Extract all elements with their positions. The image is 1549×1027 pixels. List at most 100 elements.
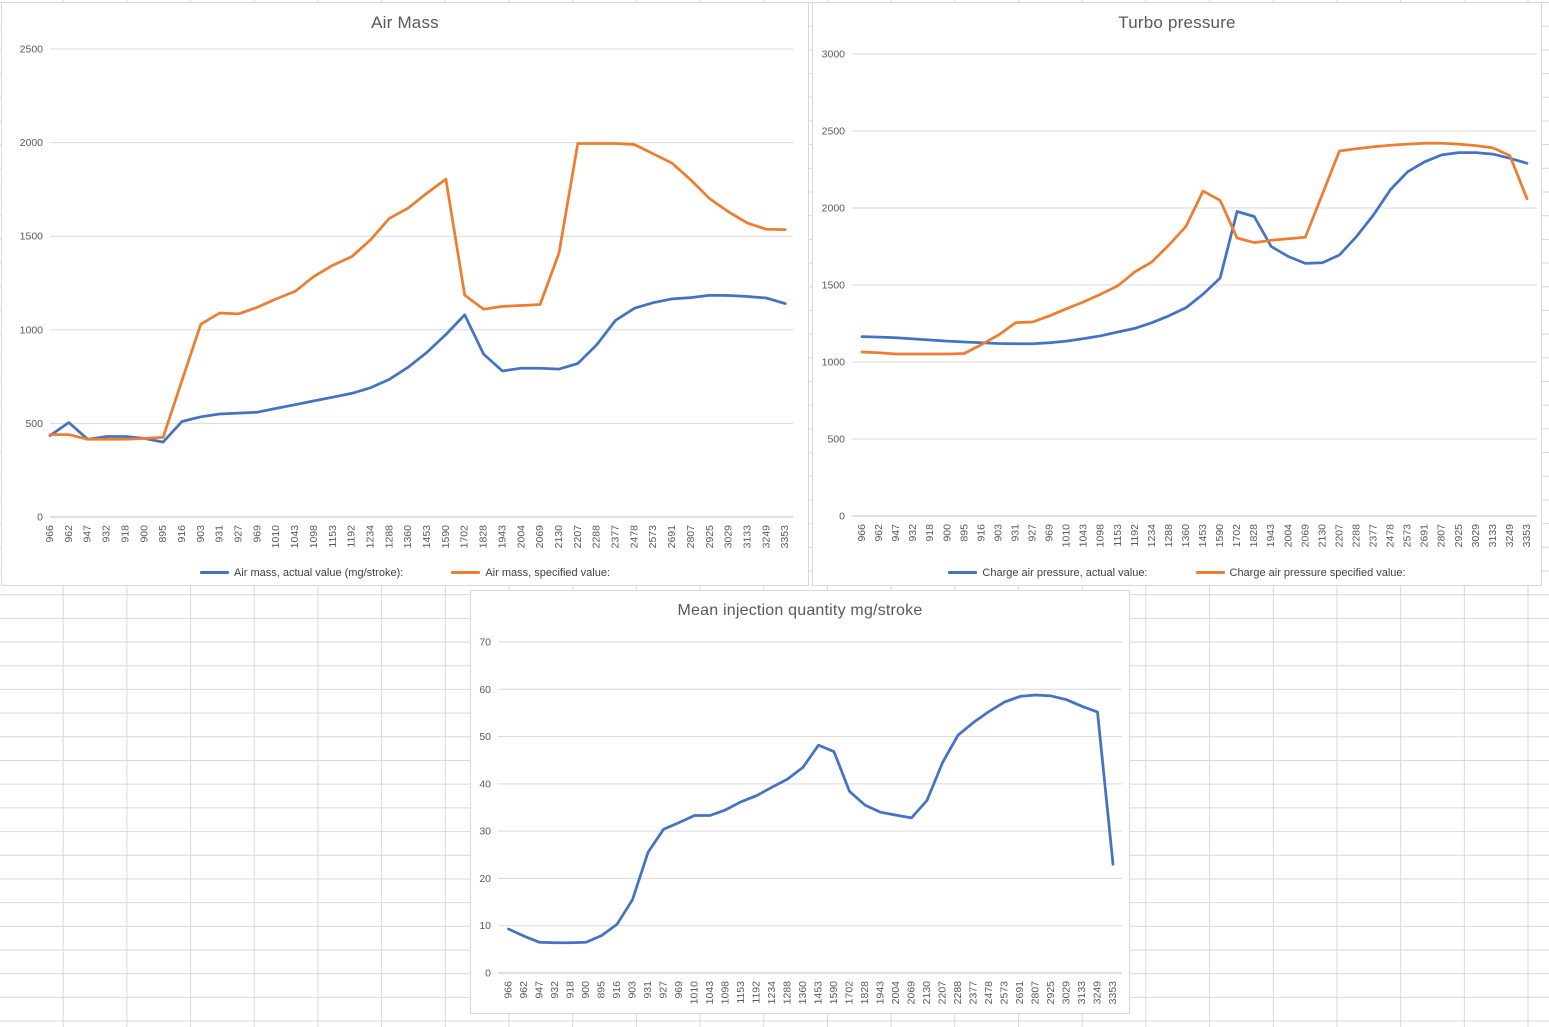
y-axis-label: 500 xyxy=(25,418,43,430)
x-axis-label: 3029 xyxy=(1470,524,1482,548)
x-axis-label: 2069 xyxy=(906,981,918,1005)
x-axis-label: 3029 xyxy=(723,525,735,549)
plot-area: 0 500 1000 1500 2000 2500 966 962 947 932 918 900 89… xyxy=(20,44,793,549)
x-axis-label: 1288 xyxy=(1163,524,1175,548)
legend-label: Charge air pressure specified value: xyxy=(1229,566,1406,579)
x-axis-label: 2130 xyxy=(921,981,933,1005)
x-axis-label: 2004 xyxy=(1282,524,1294,548)
y-axis-label: 1000 xyxy=(822,357,846,369)
x-axis-label: 903 xyxy=(195,525,207,543)
x-axis-label: 1702 xyxy=(844,981,856,1005)
x-axis-label: 947 xyxy=(890,524,902,542)
x-axis-label: 1234 xyxy=(364,525,376,549)
y-axis-label: 0 xyxy=(485,968,491,980)
x-axis-label: 2807 xyxy=(1030,981,1042,1005)
x-axis-label: 916 xyxy=(611,981,623,999)
legend-label: Air mass, specified value: xyxy=(485,566,611,579)
legend-item-specified[interactable]: Air mass, specified value: xyxy=(451,567,610,579)
series-line-specified[interactable] xyxy=(48,142,787,441)
y-axis-label: 0 xyxy=(839,511,845,523)
x-axis-label: 1590 xyxy=(1214,524,1226,548)
legend-item-actual[interactable]: Charge air pressure, actual value: xyxy=(948,567,1148,579)
x-axis-label: 2207 xyxy=(572,525,584,549)
x-axis-label: 3133 xyxy=(1487,524,1499,548)
x-axis-label: 1360 xyxy=(797,981,809,1005)
x-axis-label: 3029 xyxy=(1061,981,1073,1005)
x-axis-label: 2377 xyxy=(968,981,980,1005)
x-axis-label: 3249 xyxy=(1504,524,1516,548)
x-axis-label: 3249 xyxy=(1092,981,1104,1005)
legend-item-specified[interactable]: Charge air pressure specified value: xyxy=(1195,566,1406,579)
x-axis-label: 1360 xyxy=(1180,524,1192,548)
x-axis-label: 2573 xyxy=(999,981,1011,1005)
x-axis-label: 1192 xyxy=(346,525,358,548)
chart-title: Air Mass xyxy=(371,13,439,32)
x-axis-label: 3353 xyxy=(1521,524,1533,548)
x-axis-label: 931 xyxy=(214,525,226,543)
x-axis-label: 927 xyxy=(658,981,670,999)
legend-item-actual[interactable]: Air mass, actual value (mg/stroke): xyxy=(199,566,404,579)
x-axis-label: 947 xyxy=(82,525,94,543)
x-axis-label: 2691 xyxy=(1419,524,1431,548)
x-axis-label: 2004 xyxy=(890,981,902,1005)
x-axis-label: 1098 xyxy=(1095,524,1107,548)
x-axis-label: 947 xyxy=(534,981,546,999)
x-axis-label: 2130 xyxy=(553,525,565,549)
x-axis-label: 927 xyxy=(233,525,245,543)
y-axis-label: 1000 xyxy=(20,324,44,336)
x-axis-label: 895 xyxy=(596,981,608,999)
x-axis-label: 2478 xyxy=(628,525,640,549)
y-axis-label: 2500 xyxy=(822,126,846,138)
x-axis-label: 969 xyxy=(251,525,263,543)
x-axis-label: 918 xyxy=(119,525,131,543)
x-axis-label: 969 xyxy=(1044,524,1056,542)
x-axis-label: 1098 xyxy=(308,525,320,549)
series-line-specified[interactable] xyxy=(860,141,1529,356)
x-axis-label: 1043 xyxy=(704,981,716,1005)
x-axis-label: 2807 xyxy=(1436,524,1448,548)
chart-air-mass[interactable]: Air Mass Air mass, actual value (mg/stro… xyxy=(1,2,809,586)
series-line-actual[interactable] xyxy=(507,693,1115,945)
x-axis-label: 1360 xyxy=(402,525,414,549)
chart-injection-quantity[interactable]: Mean injection quantity mg/stroke 0 10 20 3… xyxy=(470,590,1130,1014)
legend-marker-orange-icon xyxy=(1195,571,1225,574)
x-axis-label: 2130 xyxy=(1316,524,1328,548)
x-axis-label: 3133 xyxy=(1076,981,1088,1005)
legend-marker-orange-icon xyxy=(451,571,481,574)
x-axis-label: 1010 xyxy=(270,525,282,549)
x-axis-label: 1043 xyxy=(1078,524,1090,548)
x-axis-label: 903 xyxy=(627,981,639,999)
legend-marker-blue-icon xyxy=(948,571,978,574)
series-line-actual[interactable] xyxy=(860,151,1529,346)
y-axis-label: 0 xyxy=(37,512,43,524)
x-axis-label: 2807 xyxy=(685,525,697,549)
legend: Air mass, actual value (mg/stroke): Air … xyxy=(2,565,808,580)
chart-turbo-pressure[interactable]: Turbo pressure Charge air pressure, actu… xyxy=(812,2,1542,586)
x-axis-label: 900 xyxy=(138,525,150,543)
x-axis-label: 1234 xyxy=(766,981,778,1005)
plot-area: 0 10 20 30 40 50 60 70 966 962 947 932 918 900 895 916 9… xyxy=(479,637,1122,1005)
x-axis-label: 3133 xyxy=(741,525,753,549)
x-axis-label: 1702 xyxy=(459,525,471,549)
plot-area: 0 500 1000 1500 2000 2500 3000 966 962 947 932 918 9… xyxy=(822,49,1537,548)
y-axis-label: 50 xyxy=(479,731,491,743)
x-axis-label: 1153 xyxy=(327,525,339,548)
x-axis-label: 1192 xyxy=(1129,524,1141,547)
legend-label: Air mass, actual value (mg/stroke): xyxy=(233,566,404,579)
x-axis-label: 962 xyxy=(63,525,75,543)
x-axis-label: 3353 xyxy=(1107,981,1119,1005)
y-axis-label: 3000 xyxy=(822,49,846,61)
legend: Charge air pressure, actual value: Charg… xyxy=(813,565,1541,580)
x-axis-label: 1153 xyxy=(735,981,747,1004)
series-line-actual[interactable] xyxy=(48,293,787,444)
x-axis-label: 1453 xyxy=(1197,524,1209,548)
chart-title: Turbo pressure xyxy=(1118,13,1236,32)
x-axis-label: 1943 xyxy=(1265,524,1277,548)
x-axis-label: 2925 xyxy=(1453,524,1465,548)
x-axis-label: 3353 xyxy=(779,525,791,549)
x-axis-label: 969 xyxy=(673,981,685,999)
x-axis-label: 2573 xyxy=(1402,524,1414,548)
x-axis-label: 895 xyxy=(157,525,169,543)
x-axis-label: 2207 xyxy=(1333,524,1345,548)
